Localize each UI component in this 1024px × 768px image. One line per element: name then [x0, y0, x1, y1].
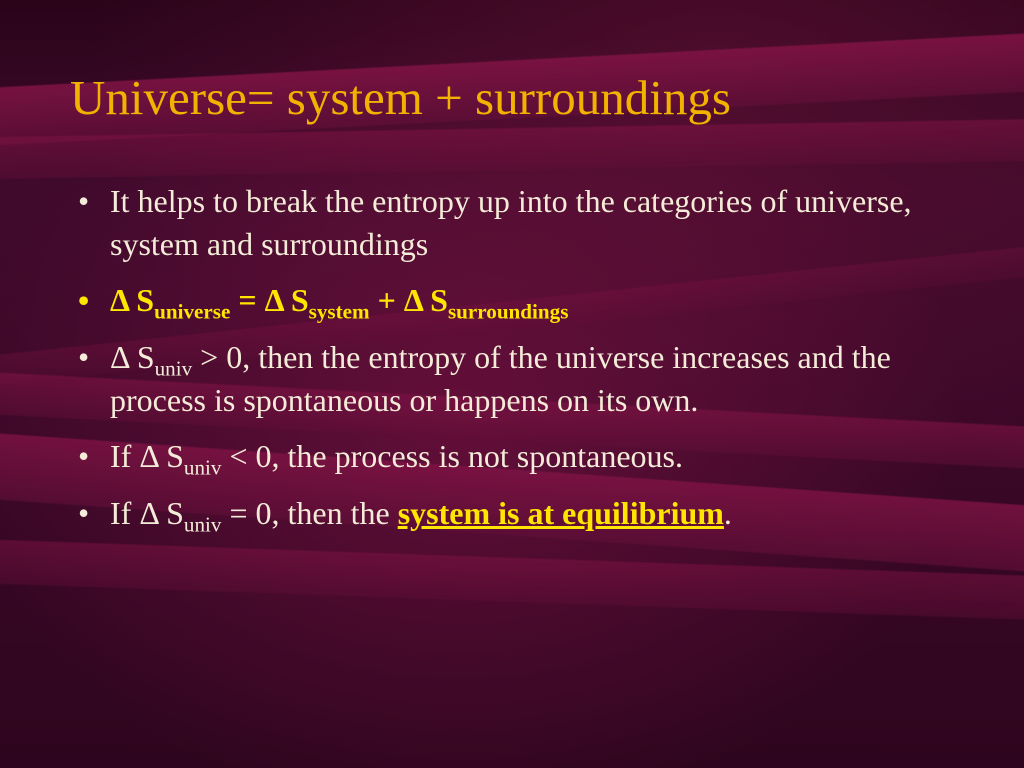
bullet-item: If Δ Suniv < 0, the process is not spont… — [78, 435, 954, 478]
bullet-item: Δ Suniv > 0, then the entropy of the uni… — [78, 336, 954, 421]
bullet-list: It helps to break the entropy up into th… — [70, 180, 954, 534]
slide-content: Universe= system + surroundings It helps… — [0, 0, 1024, 768]
bullet-item: It helps to break the entropy up into th… — [78, 180, 954, 265]
slide-title: Universe= system + surroundings — [70, 70, 954, 126]
bullet-item: Δ Suniverse = Δ Ssystem + Δ Ssurrounding… — [78, 279, 954, 322]
bullet-item: If Δ Suniv = 0, then the system is at eq… — [78, 492, 954, 535]
